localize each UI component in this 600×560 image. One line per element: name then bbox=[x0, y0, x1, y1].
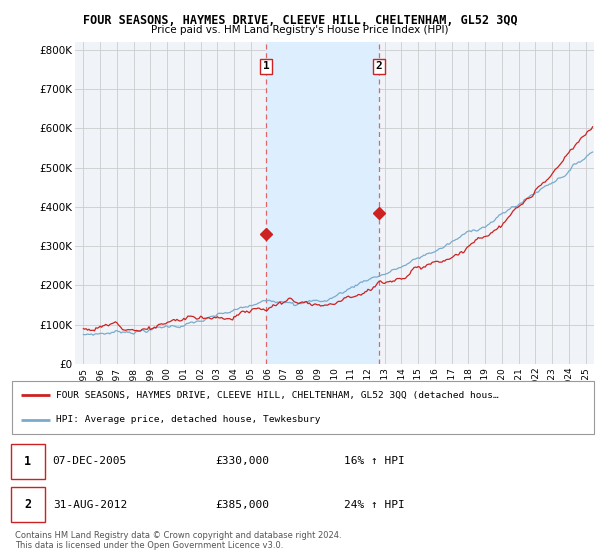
Text: 07-DEC-2005: 07-DEC-2005 bbox=[53, 456, 127, 466]
Bar bbox=[266, 42, 379, 364]
Text: 31-AUG-2012: 31-AUG-2012 bbox=[53, 500, 127, 510]
Text: FOUR SEASONS, HAYMES DRIVE, CLEEVE HILL, CHELTENHAM, GL52 3QQ (detached hous…: FOUR SEASONS, HAYMES DRIVE, CLEEVE HILL,… bbox=[56, 391, 499, 400]
FancyBboxPatch shape bbox=[11, 487, 44, 522]
Text: FOUR SEASONS, HAYMES DRIVE, CLEEVE HILL, CHELTENHAM, GL52 3QQ: FOUR SEASONS, HAYMES DRIVE, CLEEVE HILL,… bbox=[83, 14, 517, 27]
FancyBboxPatch shape bbox=[12, 381, 594, 434]
Text: 16% ↑ HPI: 16% ↑ HPI bbox=[344, 456, 404, 466]
Text: Price paid vs. HM Land Registry's House Price Index (HPI): Price paid vs. HM Land Registry's House … bbox=[151, 25, 449, 35]
Text: 1: 1 bbox=[24, 455, 31, 468]
Text: £330,000: £330,000 bbox=[216, 456, 270, 466]
FancyBboxPatch shape bbox=[11, 444, 44, 479]
Text: 2: 2 bbox=[24, 498, 31, 511]
Text: HPI: Average price, detached house, Tewkesbury: HPI: Average price, detached house, Tewk… bbox=[56, 415, 320, 424]
Text: 2: 2 bbox=[376, 62, 383, 71]
Text: Contains HM Land Registry data © Crown copyright and database right 2024.
This d: Contains HM Land Registry data © Crown c… bbox=[15, 531, 341, 550]
Text: £385,000: £385,000 bbox=[216, 500, 270, 510]
Text: 24% ↑ HPI: 24% ↑ HPI bbox=[344, 500, 404, 510]
Text: 1: 1 bbox=[263, 62, 269, 71]
